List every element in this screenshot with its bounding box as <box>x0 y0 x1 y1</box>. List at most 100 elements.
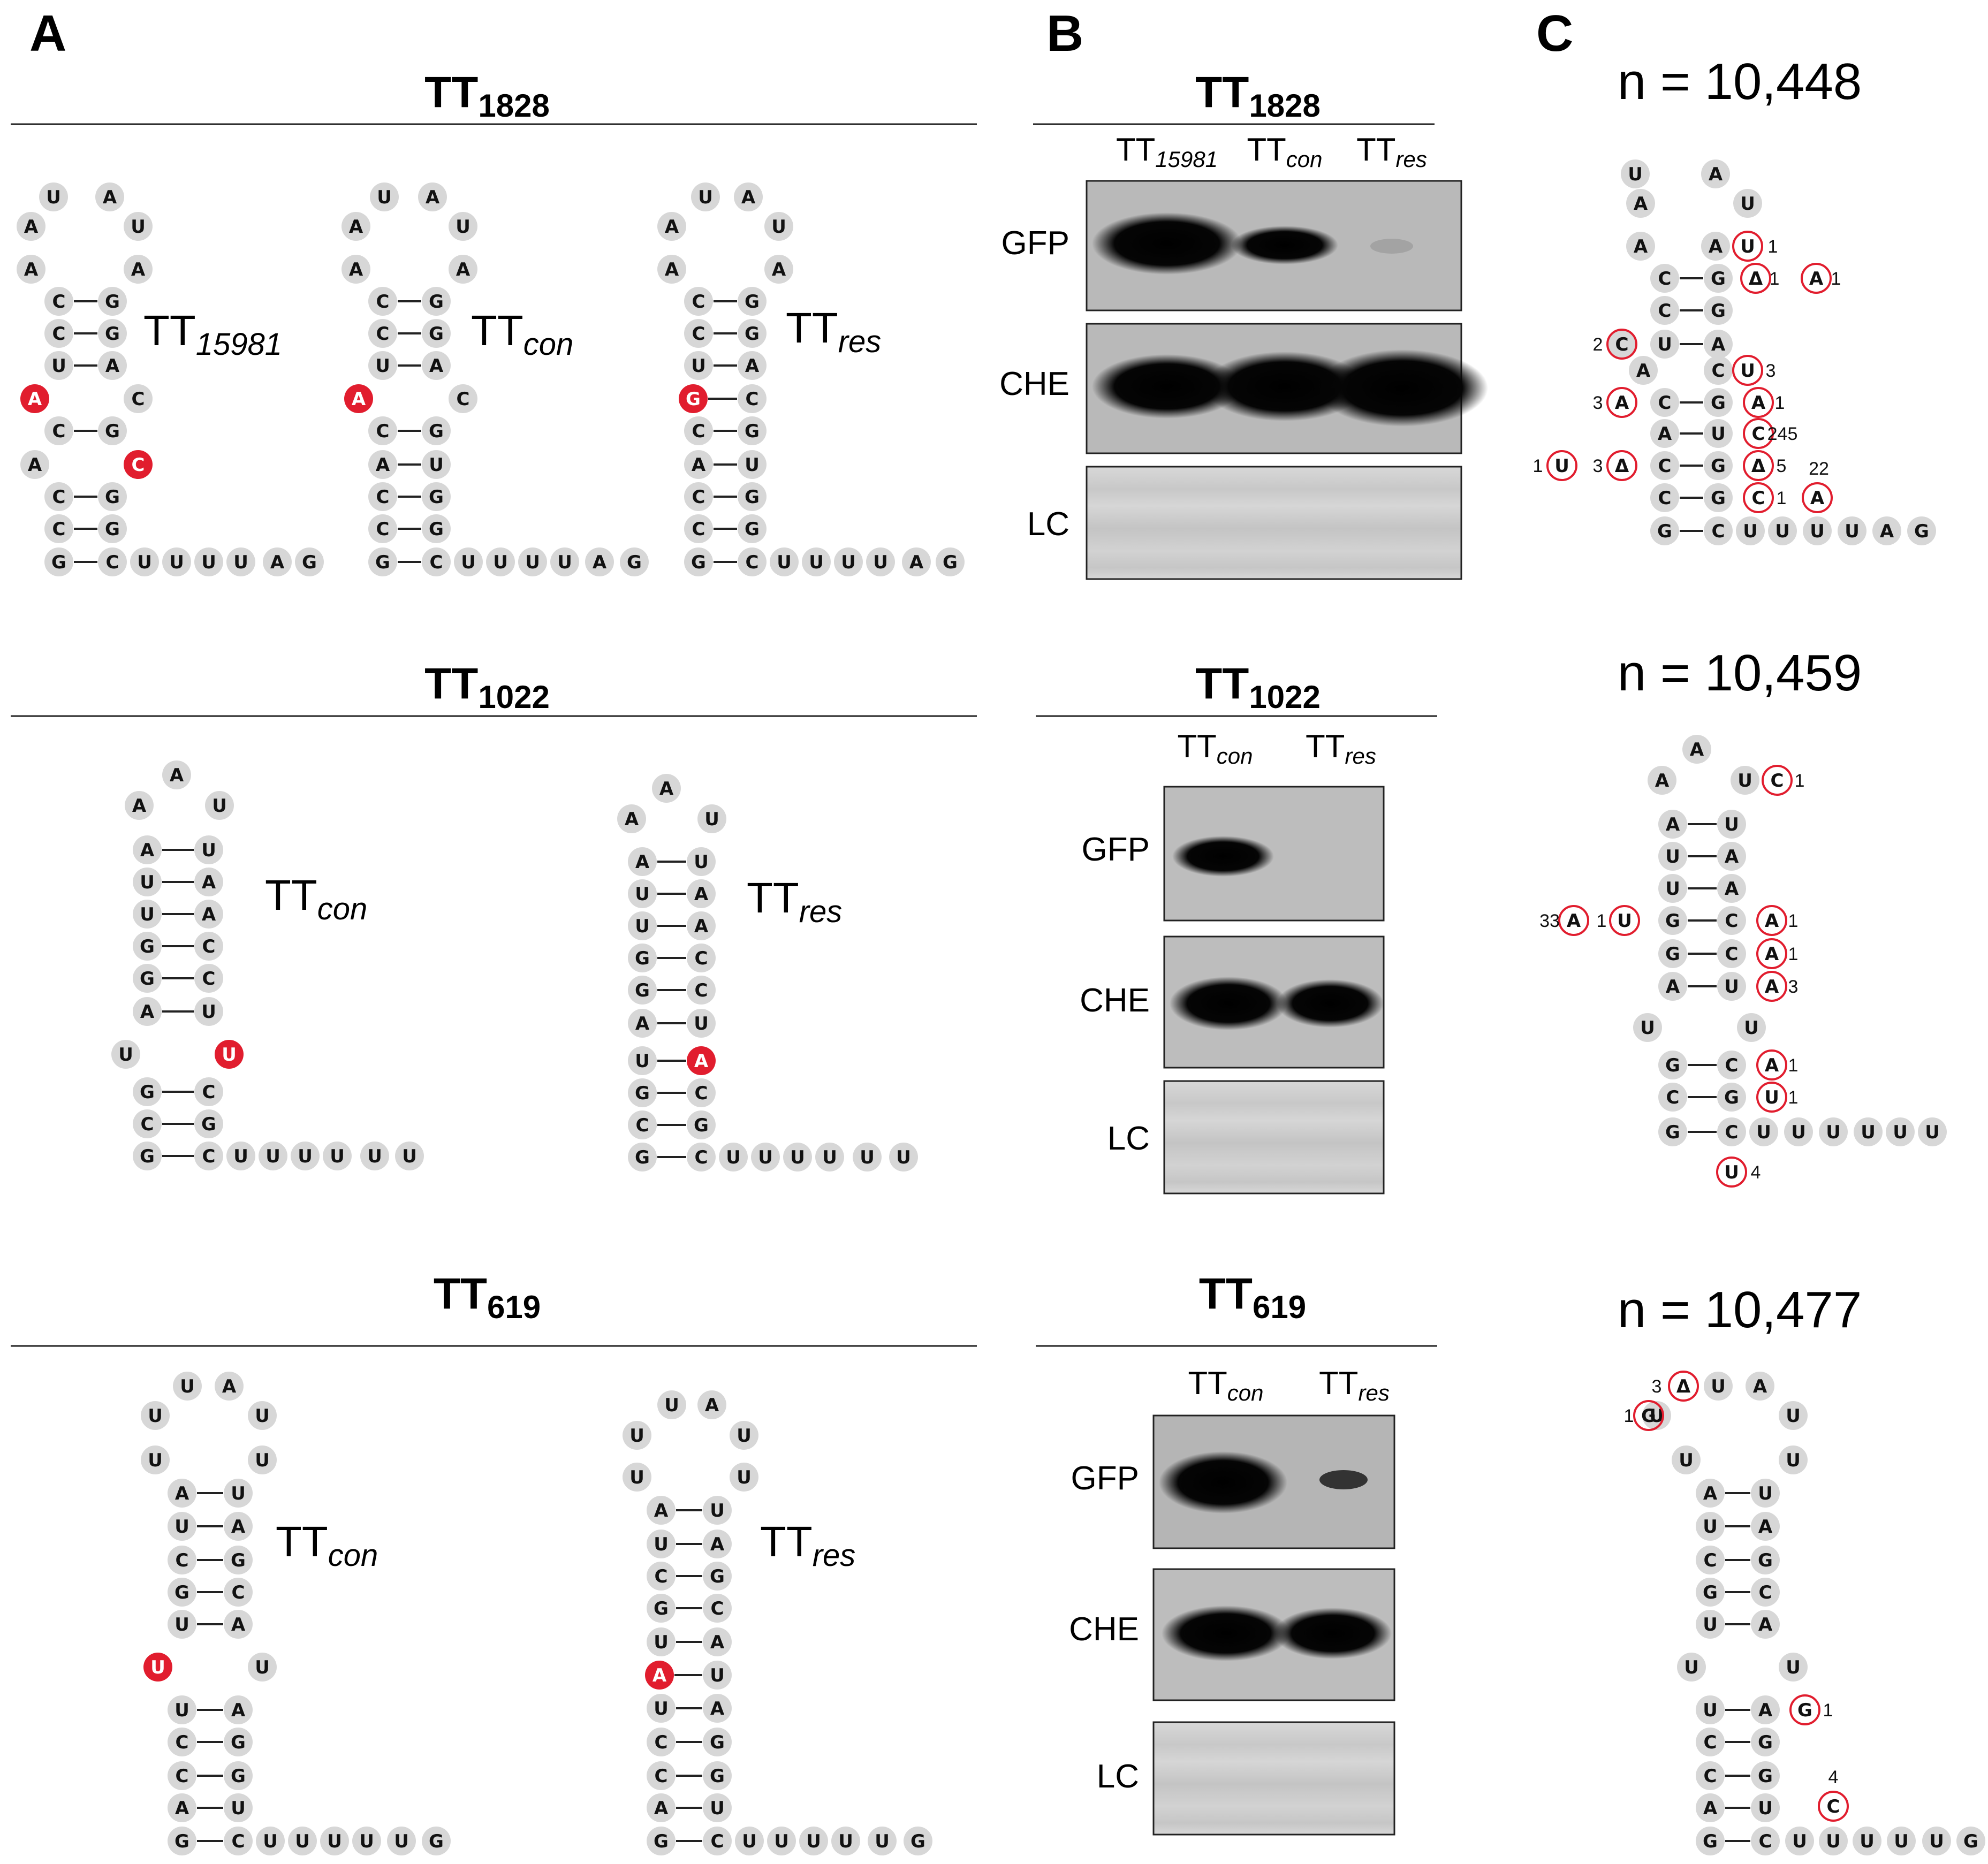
structure-tt1022-res: AA UA UU AU AG CG CA UU AG CC GG C U U U U U U <box>617 774 918 1171</box>
nucleotide: U <box>1779 1653 1808 1682</box>
svg-text:G: G <box>231 1550 246 1571</box>
svg-text:C: C <box>1666 1087 1680 1108</box>
svg-text:C: C <box>695 1083 708 1104</box>
svg-text:G: G <box>710 1766 725 1787</box>
svg-text:G: G <box>1703 1582 1718 1603</box>
svg-text:C: C <box>376 519 390 540</box>
svg-text:G: G <box>375 552 390 573</box>
nucleotide: U <box>518 547 547 576</box>
svg-text:A: A <box>1765 910 1779 932</box>
nucleotide: G <box>133 1142 162 1170</box>
nucleotide: C <box>703 1827 732 1855</box>
nucleotide: G <box>647 1827 676 1855</box>
lane-label: TT15981 <box>1116 132 1218 172</box>
variant-count: 1 <box>1831 269 1841 289</box>
nucleotide: C <box>647 1728 676 1756</box>
svg-text:A: A <box>1751 392 1766 414</box>
svg-text:U: U <box>1792 1831 1807 1852</box>
nucleotide: U <box>194 547 223 576</box>
nucleotide: G <box>684 547 713 576</box>
nucleotide: U <box>395 1142 424 1170</box>
nucleotide: U <box>368 351 397 380</box>
svg-text:U: U <box>737 1425 752 1447</box>
nucleotide: C <box>1751 1827 1780 1855</box>
nucleotide: A <box>1701 159 1730 188</box>
svg-text:G: G <box>429 519 444 540</box>
svg-text:U: U <box>1893 1122 1908 1143</box>
nucleotide: C <box>684 482 713 511</box>
svg-text:U: U <box>635 916 650 937</box>
nucleotide: U <box>770 547 799 576</box>
svg-text:C: C <box>376 291 390 313</box>
svg-text:U: U <box>1703 1516 1718 1538</box>
variant-ring: G1 <box>1624 1400 1664 1431</box>
svg-text:C: C <box>52 519 66 540</box>
variant-count: 245 <box>1767 424 1798 444</box>
nucleotide: C <box>194 1142 223 1170</box>
svg-text:A: A <box>1634 236 1648 257</box>
nucleotide: A <box>687 879 716 908</box>
nucleotide: U <box>486 547 515 576</box>
svg-text:U: U <box>838 1831 853 1852</box>
svg-text:U: U <box>429 454 444 476</box>
svg-text:U: U <box>1711 1376 1726 1397</box>
svg-text:U: U <box>201 552 216 573</box>
svg-text:U: U <box>1737 770 1752 792</box>
svg-text:A: A <box>1758 1516 1773 1538</box>
nucleotide: C <box>44 514 73 543</box>
nucleotide: A <box>1629 356 1658 385</box>
svg-text:C: C <box>695 948 708 969</box>
variant-count: 1 <box>1770 269 1780 289</box>
svg-text:A: A <box>202 872 216 893</box>
svg-text:U: U <box>710 1798 725 1819</box>
nucleotide: U <box>868 1827 897 1855</box>
svg-text:A: A <box>175 1798 189 1819</box>
svg-text:U: U <box>327 1831 342 1852</box>
nucleotide: A <box>194 900 223 929</box>
svg-text:C: C <box>1752 423 1765 445</box>
svg-text:G: G <box>694 1115 709 1136</box>
variant-count: 4 <box>1751 1162 1761 1183</box>
svg-text:A: A <box>103 187 117 208</box>
heading-sub: 619 <box>487 1289 541 1325</box>
svg-text:U: U <box>1925 1122 1940 1143</box>
svg-text:G: G <box>105 519 120 540</box>
nucleotide: U <box>1658 842 1687 871</box>
blot-1828: TT1828 TT15981 TTcon TTres GFP CHE LC <box>999 68 1488 580</box>
svg-text:U: U <box>46 187 61 208</box>
nucleotide: A <box>697 1390 726 1419</box>
nucleotide: U <box>1779 1445 1808 1474</box>
lane-label: TTcon <box>1188 1365 1263 1405</box>
nucleotide: U <box>703 1496 732 1525</box>
nucleotide: A <box>1717 842 1746 871</box>
nucleotide: U <box>1922 1827 1951 1855</box>
nucleotide: A <box>1751 1512 1780 1541</box>
nucleotide: A <box>224 1512 253 1541</box>
nucleotide: U <box>162 547 191 576</box>
nucleotide: G <box>628 976 657 1005</box>
svg-text:U: U <box>174 1614 189 1635</box>
nucleotide: U <box>767 1827 796 1855</box>
svg-text:U: U <box>51 355 66 377</box>
svg-text:A: A <box>654 1798 669 1819</box>
nucleotide: C <box>1650 296 1679 325</box>
nucleotide: U <box>133 900 162 929</box>
nucleotide: C <box>1607 330 1636 359</box>
nucleotide: A <box>224 1695 253 1724</box>
nucleotide: G <box>422 287 451 316</box>
svg-text:U: U <box>629 1425 644 1447</box>
nucleotide: U <box>352 1827 381 1855</box>
nucleotide: U <box>1751 1793 1780 1822</box>
nucleotide: G <box>1658 906 1687 935</box>
nucleotide: G <box>168 1827 196 1855</box>
nucleotide: A <box>657 212 686 241</box>
nucleotide: U <box>1749 1117 1778 1146</box>
nucleotide: G <box>98 416 127 445</box>
nucleotide: A <box>684 450 713 479</box>
svg-text:C: C <box>430 552 443 573</box>
svg-text:C: C <box>692 323 705 345</box>
heading-tt: TT <box>424 659 478 708</box>
svg-text:G: G <box>1758 1766 1773 1787</box>
